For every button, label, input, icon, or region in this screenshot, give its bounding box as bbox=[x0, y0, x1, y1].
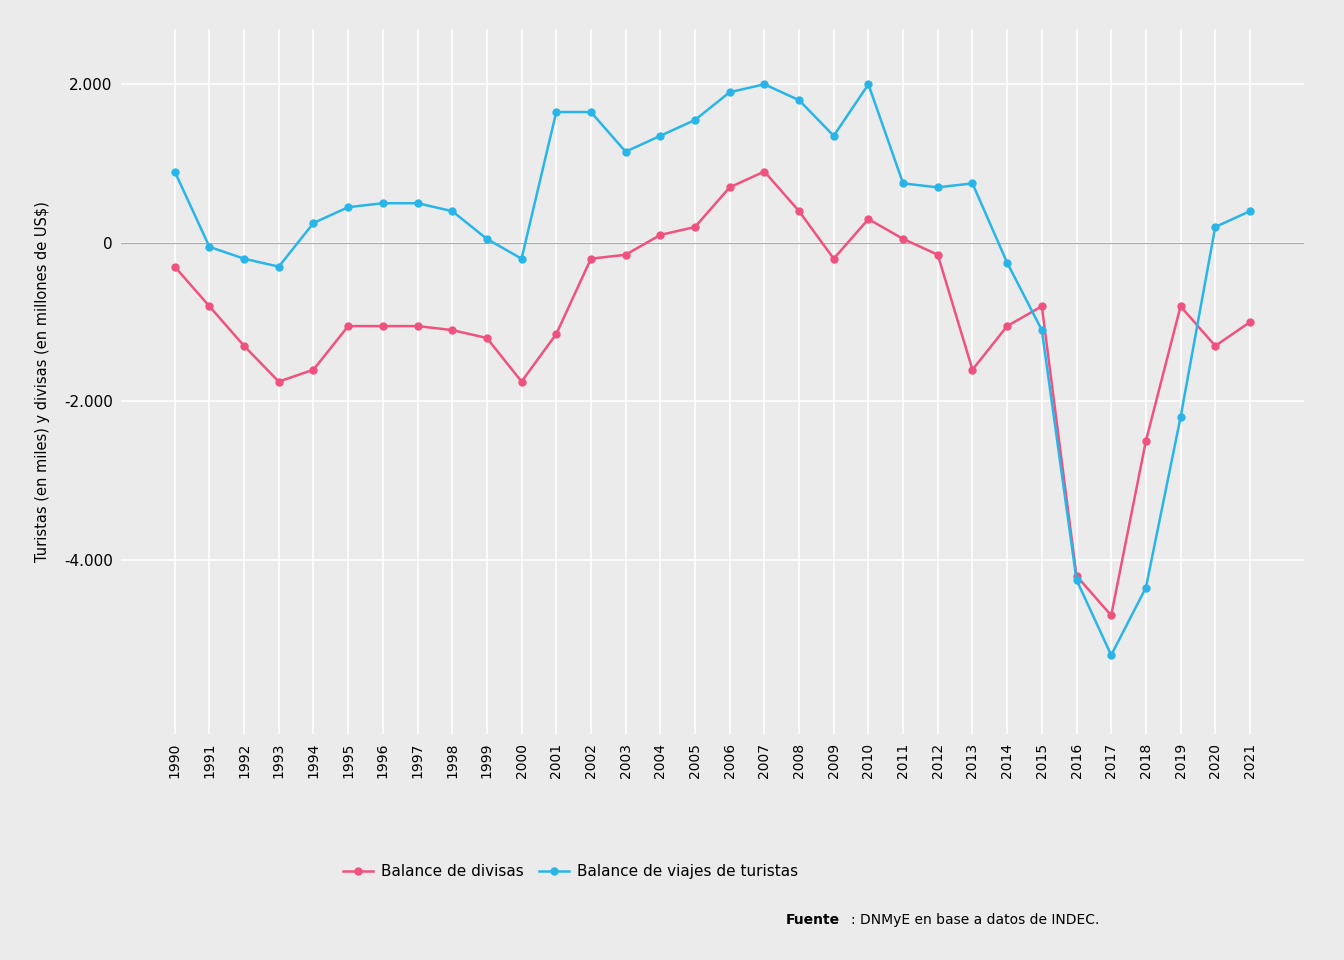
Balance de divisas bbox=[757, 166, 773, 178]
Balance de viajes de turistas bbox=[965, 178, 981, 189]
Balance de viajes de turistas bbox=[305, 217, 321, 228]
Balance de viajes de turistas bbox=[410, 198, 426, 209]
Balance de viajes de turistas bbox=[513, 252, 530, 264]
Line: Balance de divisas: Balance de divisas bbox=[171, 168, 1254, 619]
Balance de viajes de turistas bbox=[1103, 649, 1120, 660]
Balance de divisas bbox=[860, 213, 876, 225]
Balance de divisas bbox=[1138, 435, 1154, 446]
Y-axis label: Turistas (en miles) y divisas (en millones de US$): Turistas (en miles) y divisas (en millon… bbox=[35, 202, 50, 562]
Balance de divisas bbox=[305, 364, 321, 375]
Balance de viajes de turistas bbox=[792, 94, 808, 106]
Balance de divisas bbox=[652, 229, 668, 241]
Balance de viajes de turistas bbox=[757, 79, 773, 90]
Line: Balance de viajes de turistas: Balance de viajes de turistas bbox=[171, 81, 1254, 659]
Balance de viajes de turistas bbox=[617, 146, 633, 157]
Balance de viajes de turistas bbox=[340, 202, 356, 213]
Balance de divisas bbox=[167, 261, 183, 273]
Legend: Balance de divisas, Balance de viajes de turistas: Balance de divisas, Balance de viajes de… bbox=[336, 858, 804, 885]
Balance de divisas bbox=[930, 249, 946, 260]
Balance de viajes de turistas bbox=[687, 114, 703, 126]
Balance de divisas bbox=[792, 205, 808, 217]
Balance de viajes de turistas bbox=[583, 107, 599, 118]
Balance de divisas bbox=[410, 321, 426, 332]
Balance de viajes de turistas bbox=[930, 181, 946, 193]
Balance de viajes de turistas bbox=[1207, 221, 1223, 232]
Balance de divisas bbox=[270, 376, 286, 388]
Text: Fuente: Fuente bbox=[786, 913, 840, 926]
Balance de divisas bbox=[895, 233, 911, 245]
Balance de viajes de turistas bbox=[444, 205, 460, 217]
Balance de divisas bbox=[583, 252, 599, 264]
Balance de viajes de turistas bbox=[999, 257, 1015, 269]
Text: : DNMyE en base a datos de INDEC.: : DNMyE en base a datos de INDEC. bbox=[851, 913, 1099, 926]
Balance de divisas bbox=[444, 324, 460, 336]
Balance de divisas bbox=[687, 221, 703, 232]
Balance de viajes de turistas bbox=[167, 166, 183, 178]
Balance de viajes de turistas bbox=[895, 178, 911, 189]
Balance de divisas bbox=[548, 328, 564, 340]
Balance de divisas bbox=[1103, 610, 1120, 621]
Balance de divisas bbox=[1207, 340, 1223, 351]
Balance de divisas bbox=[1242, 317, 1258, 328]
Balance de divisas bbox=[513, 376, 530, 388]
Balance de divisas bbox=[965, 364, 981, 375]
Balance de viajes de turistas bbox=[478, 233, 495, 245]
Balance de divisas bbox=[722, 181, 738, 193]
Balance de viajes de turistas bbox=[202, 241, 218, 252]
Balance de divisas bbox=[375, 321, 391, 332]
Balance de viajes de turistas bbox=[1068, 574, 1085, 586]
Balance de viajes de turistas bbox=[825, 130, 841, 141]
Balance de viajes de turistas bbox=[1242, 205, 1258, 217]
Balance de divisas bbox=[1068, 570, 1085, 582]
Balance de viajes de turistas bbox=[548, 107, 564, 118]
Balance de viajes de turistas bbox=[270, 261, 286, 273]
Balance de divisas bbox=[202, 300, 218, 312]
Balance de viajes de turistas bbox=[652, 130, 668, 141]
Balance de divisas bbox=[1034, 300, 1050, 312]
Balance de viajes de turistas bbox=[1034, 324, 1050, 336]
Balance de divisas bbox=[617, 249, 633, 260]
Balance de divisas bbox=[340, 321, 356, 332]
Balance de viajes de turistas bbox=[375, 198, 391, 209]
Balance de viajes de turistas bbox=[860, 79, 876, 90]
Balance de viajes de turistas bbox=[1138, 582, 1154, 593]
Balance de divisas bbox=[478, 332, 495, 344]
Balance de viajes de turistas bbox=[237, 252, 253, 264]
Balance de viajes de turistas bbox=[1172, 412, 1188, 423]
Balance de divisas bbox=[825, 252, 841, 264]
Balance de divisas bbox=[1172, 300, 1188, 312]
Balance de divisas bbox=[237, 340, 253, 351]
Balance de viajes de turistas bbox=[722, 86, 738, 98]
Balance de divisas bbox=[999, 321, 1015, 332]
